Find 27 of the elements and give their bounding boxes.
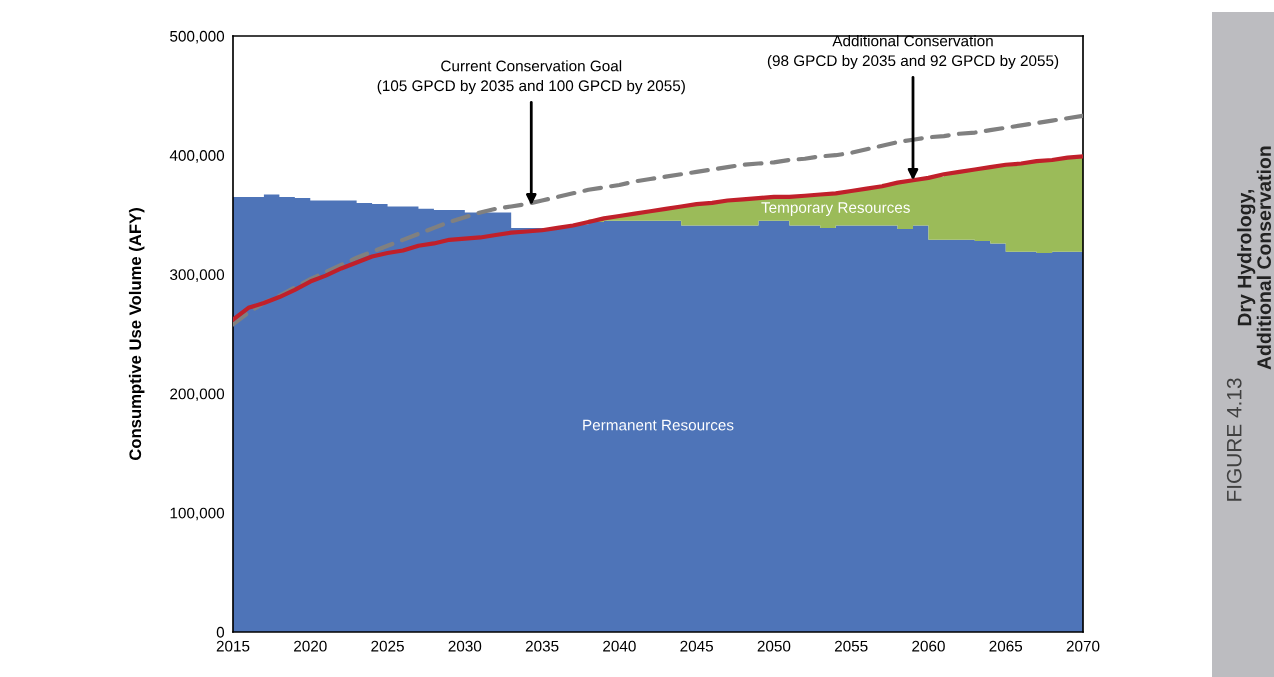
series-label: Permanent Resources <box>583 419 734 431</box>
y-tick-label: 300,000 <box>170 269 225 282</box>
x-tick-label: 2030 <box>448 640 482 652</box>
x-tick-label: 2015 <box>216 640 250 652</box>
line-series <box>233 113 1083 327</box>
x-tick-label: 2055 <box>834 640 868 652</box>
line-series <box>233 154 1083 322</box>
x-tick-label: 2065 <box>989 640 1023 652</box>
x-tick-label: 2040 <box>603 640 636 652</box>
x-tick-label: 2045 <box>680 640 713 652</box>
text: Dry Hydrology, Additional Conservation <box>1237 146 1272 370</box>
x-tick-label: 2020 <box>294 640 327 652</box>
x-tick-label: 2070 <box>1066 640 1100 652</box>
x-tick-label: 2050 <box>757 640 791 652</box>
x-tick-label: 2060 <box>912 640 945 652</box>
y-tick-label: 200,000 <box>170 388 225 402</box>
y-axis-title: Consumptive Use Volume (AFY) <box>128 208 145 461</box>
y-tick-label: 100,000 <box>170 507 225 521</box>
annotation: Current Conservation Goal (105 GPCD by 2035 and 100 GPCD by 2055) <box>377 60 685 95</box>
x-tick-label: 2025 <box>371 640 404 652</box>
y-tick-label: 500,000 <box>170 30 225 44</box>
y-tick-label: 400,000 <box>169 150 225 163</box>
annotation: Additional Conservation (98 GPCD by 2035 and 92 GPCD by 2055) <box>767 35 1059 70</box>
y-tick-label: 0 <box>216 626 225 638</box>
x-tick-label: 2035 <box>525 640 559 652</box>
series-label: Temporary Resources <box>761 202 910 216</box>
caption: FIGURE 4.13 <box>1226 378 1242 501</box>
